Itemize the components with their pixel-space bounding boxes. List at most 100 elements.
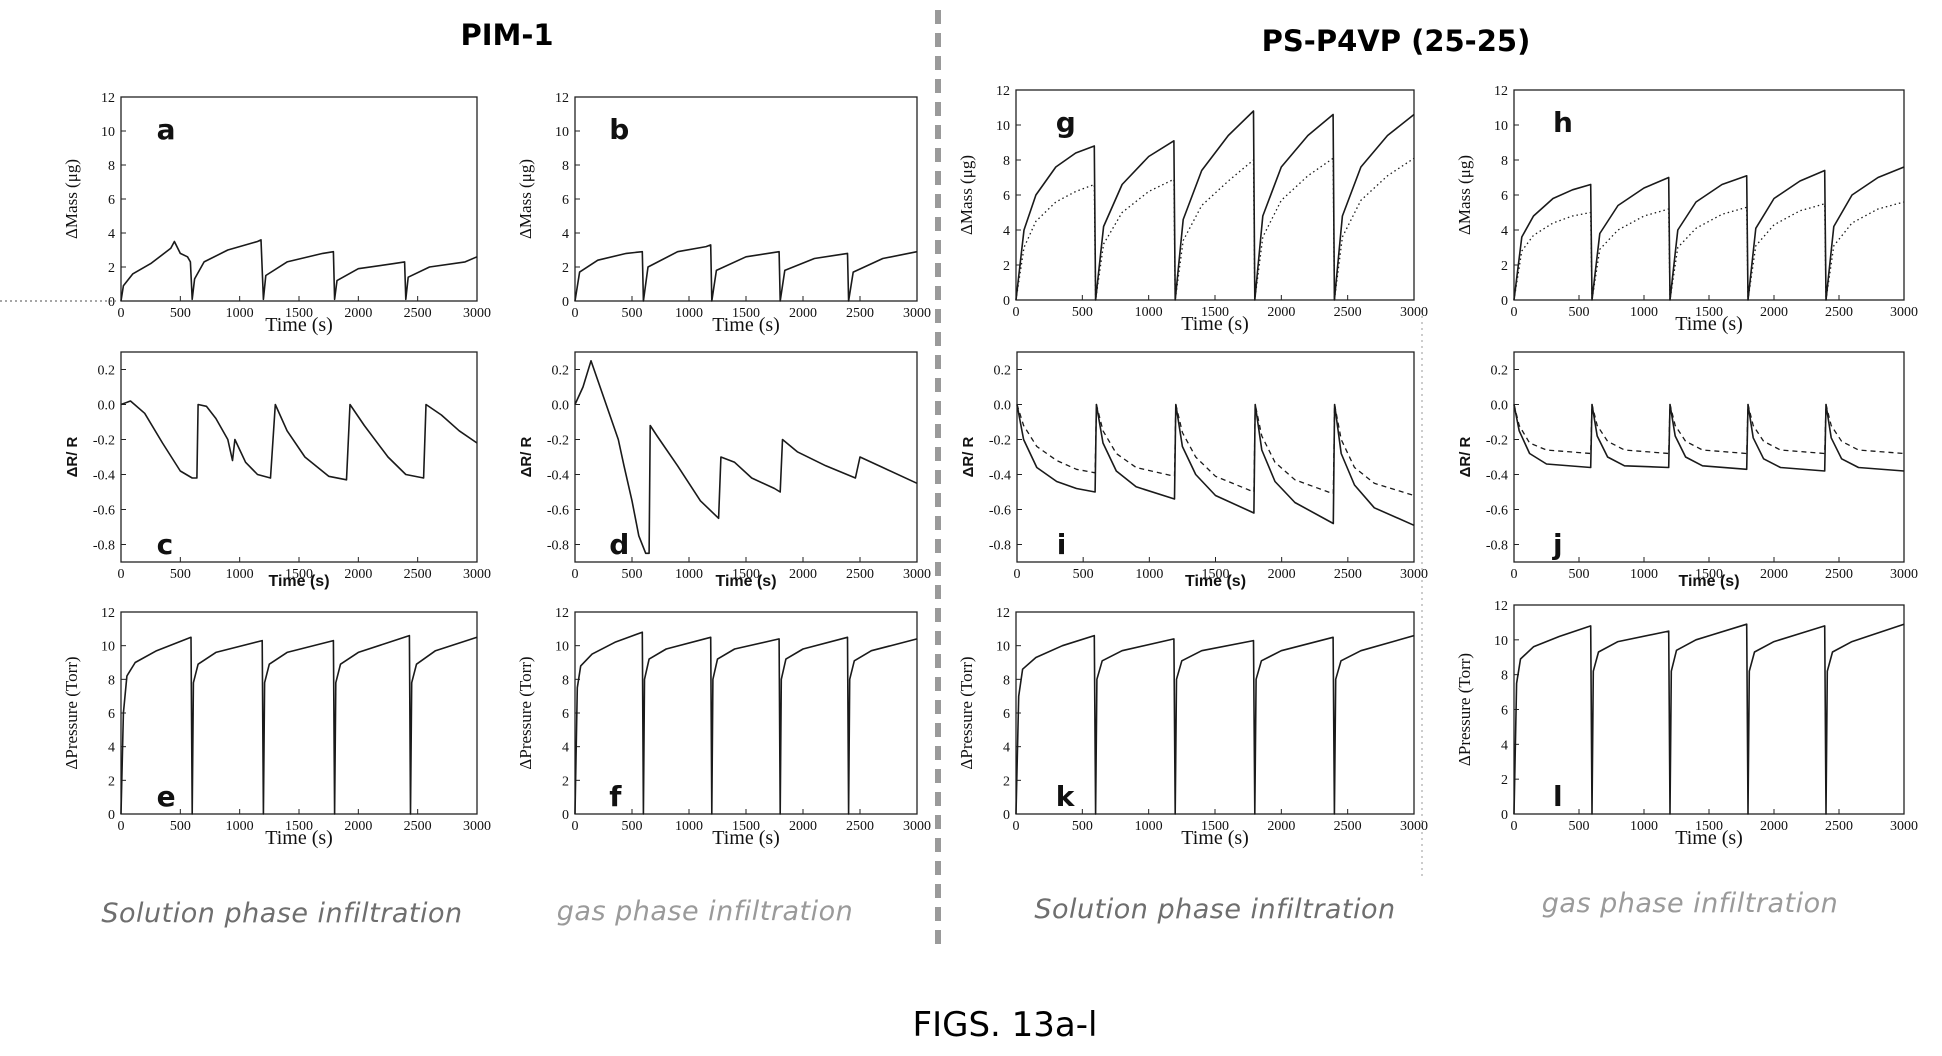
panel-label-k: k	[1056, 780, 1076, 813]
x-tick-label: 2000	[789, 819, 817, 834]
x-axis-label: Time (s)	[712, 827, 780, 849]
x-tick-label: 2000	[1760, 305, 1788, 320]
y-tick-label: 8	[108, 159, 115, 174]
y-tick-label: 4	[108, 741, 115, 756]
panel-label-g: g	[1056, 106, 1076, 139]
x-tick-label: 1500	[1695, 567, 1723, 582]
x-tick-label: 1500	[1202, 567, 1230, 582]
panel-label-c: c	[157, 528, 174, 561]
y-tick-label: 8	[562, 673, 569, 688]
y-tick-label: 6	[562, 193, 569, 208]
y-tick-label: 4	[562, 741, 569, 756]
series-line-1	[1015, 634, 1415, 815]
x-tick-label: 3000	[1890, 567, 1918, 582]
y-tick-label: -0.8	[1486, 539, 1508, 554]
x-tick-label: 1000	[1630, 567, 1658, 582]
x-tick-label: 3000	[463, 567, 491, 582]
y-tick-label: 10	[996, 640, 1010, 655]
y-tick-label: 6	[108, 707, 115, 722]
y-tick-label: 0.0	[1491, 399, 1509, 414]
series-line-1	[1513, 166, 1905, 301]
x-tick-label: 2000	[1267, 819, 1295, 834]
x-tick-label: 0	[572, 819, 579, 834]
y-tick-label: 12	[1494, 599, 1508, 614]
series-line-1	[1016, 403, 1415, 527]
panel-label-b: b	[609, 113, 629, 146]
y-tick-label: 8	[562, 159, 569, 174]
y-tick-label: -0.2	[93, 434, 115, 449]
y-tick-label: 8	[108, 673, 115, 688]
caption-pim1-solution: Solution phase infiltration	[101, 898, 463, 929]
x-tick-label: 1000	[1630, 819, 1658, 834]
y-tick-label: 0.0	[552, 399, 570, 414]
x-tick-label: 2000	[344, 819, 372, 834]
series-line-1	[1015, 110, 1415, 301]
x-tick-label: 1500	[285, 567, 313, 582]
y-tick-label: 0	[562, 808, 569, 823]
plot-frame	[574, 611, 918, 815]
y-axis-label: ΔPressure (Torr)	[62, 656, 81, 769]
x-tick-label: 1500	[1201, 819, 1229, 834]
x-tick-label: 2000	[344, 306, 372, 321]
y-axis-label: ΔMass (μg)	[62, 159, 81, 239]
series-line-2	[1513, 201, 1905, 301]
y-tick-label: 0	[1003, 294, 1010, 309]
x-tick-label: 2500	[404, 306, 432, 321]
x-axis-label: Time (s)	[1181, 313, 1249, 335]
x-tick-label: 2500	[846, 819, 874, 834]
x-tick-label: 1500	[732, 567, 760, 582]
x-tick-label: 3000	[1890, 305, 1918, 320]
y-tick-label: 0.0	[98, 399, 116, 414]
x-tick-label: 1000	[1630, 305, 1658, 320]
x-axis-label: Time (s)	[1678, 573, 1739, 590]
y-tick-label: 2	[108, 261, 115, 276]
x-tick-label: 500	[1569, 305, 1590, 320]
x-tick-label: 3000	[1400, 567, 1428, 582]
x-tick-label: 1000	[1135, 567, 1163, 582]
x-tick-label: 1500	[285, 306, 313, 321]
x-tick-label: 0	[118, 567, 125, 582]
x-tick-label: 2500	[1334, 305, 1362, 320]
y-tick-label: 8	[1501, 154, 1508, 169]
y-tick-label: 12	[555, 91, 569, 106]
x-tick-label: 2000	[1268, 567, 1296, 582]
y-tick-label: 12	[101, 606, 115, 621]
panel-d: 0 500 1000 1500 2000 2500 3000 -0.8 -0.6 -0.4 -0.2…	[518, 351, 931, 590]
y-tick-label: 12	[996, 606, 1010, 621]
series-line-1	[120, 239, 478, 302]
y-tick-label: 2	[562, 774, 569, 789]
y-tick-label: 4	[1003, 224, 1010, 239]
x-tick-label: 1000	[675, 306, 703, 321]
x-tick-label: 1000	[226, 567, 254, 582]
y-tick-label: 2	[1501, 773, 1508, 788]
x-tick-label: 2000	[1760, 567, 1788, 582]
y-tick-label: 8	[1003, 673, 1010, 688]
x-tick-label: 0	[1511, 567, 1518, 582]
y-tick-label: 0.2	[552, 364, 570, 379]
x-tick-label: 3000	[1400, 819, 1428, 834]
group-title-pim1: PIM-1	[460, 18, 554, 52]
x-axis-label: Time (s)	[1185, 573, 1246, 590]
series-line-1	[1513, 403, 1905, 472]
y-tick-label: 10	[996, 119, 1010, 134]
y-axis-label: ΔMass (μg)	[516, 159, 535, 239]
y-tick-label: 2	[562, 261, 569, 276]
y-tick-label: 2	[1501, 259, 1508, 274]
panel-e: 0 500 1000 1500 2000 2500 3000 0 2 4 6 8 10 12 Time (s…	[62, 606, 491, 849]
x-axis-label: Time (s)	[1181, 827, 1249, 849]
y-tick-label: -0.2	[989, 434, 1011, 449]
x-tick-label: 1500	[732, 819, 760, 834]
x-tick-label: 2500	[1334, 567, 1362, 582]
x-axis-label: Time (s)	[1675, 313, 1743, 335]
x-tick-label: 500	[1073, 567, 1094, 582]
y-tick-label: 10	[555, 640, 569, 655]
x-tick-label: 3000	[463, 306, 491, 321]
y-tick-label: 2	[1003, 774, 1010, 789]
x-tick-label: 1500	[1695, 819, 1723, 834]
y-tick-label: -0.2	[1486, 434, 1508, 449]
y-tick-label: -0.4	[989, 469, 1011, 484]
y-tick-label: -0.4	[547, 469, 569, 484]
x-tick-label: 0	[572, 567, 579, 582]
x-tick-label: 3000	[463, 819, 491, 834]
